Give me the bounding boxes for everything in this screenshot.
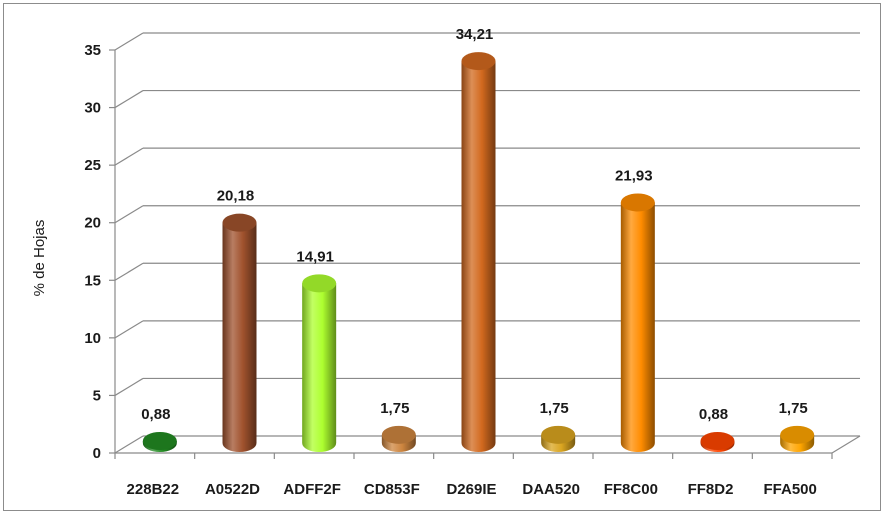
data-label: 20,18 xyxy=(217,188,255,205)
x-tick-label: 228B22 xyxy=(127,481,180,498)
y-tick-label: 35 xyxy=(84,42,101,59)
y-axis-title: % de Hojas xyxy=(31,220,48,297)
chart-frame xyxy=(3,3,881,511)
bar-top xyxy=(620,193,655,212)
x-tick-label: CD853F xyxy=(364,481,420,498)
gridline-diagonal xyxy=(114,377,144,396)
data-label: 34,21 xyxy=(456,26,494,43)
bar-body xyxy=(620,202,655,452)
bar-top xyxy=(302,274,337,293)
gridlines xyxy=(114,32,860,454)
y-tick-label: 10 xyxy=(84,330,101,347)
data-label: 14,91 xyxy=(296,248,334,265)
bar-top xyxy=(222,213,257,232)
data-label: 0,88 xyxy=(141,406,170,423)
gridline-diagonal xyxy=(114,320,144,339)
gridline-diagonal xyxy=(114,435,144,454)
bar xyxy=(302,274,337,452)
bar-top xyxy=(541,425,576,444)
x-tick-label: FF8D2 xyxy=(688,481,734,498)
x-tick-label: ADFF2F xyxy=(283,481,341,498)
bar-body xyxy=(461,61,496,453)
y-tick-label: 30 xyxy=(84,100,101,117)
bar-top xyxy=(780,425,815,444)
bar xyxy=(381,425,416,452)
x-tick-label: FFA500 xyxy=(763,481,816,498)
data-label: 21,93 xyxy=(615,167,653,184)
bar-top xyxy=(461,52,496,71)
gridline-diagonal xyxy=(114,147,144,166)
gridline-diagonal xyxy=(114,32,144,51)
labels: 0 5 10 15 20 25 30 35 0,88 228B22 20,18 A0522D 14,91… xyxy=(84,26,817,498)
x-tick-label: DAA520 xyxy=(522,481,580,498)
bar-body xyxy=(222,222,257,452)
bar xyxy=(700,432,735,452)
y-tick-label: 0 xyxy=(93,445,101,462)
bar-top xyxy=(381,425,416,444)
data-label: 0,88 xyxy=(699,406,728,423)
floor-edge xyxy=(831,435,861,454)
bar-body xyxy=(302,283,337,452)
bar-top xyxy=(142,432,177,450)
x-tick-label: A0522D xyxy=(205,481,260,498)
bars xyxy=(142,52,815,453)
x-tick-label: FF8C00 xyxy=(604,481,658,498)
y-tick-label: 15 xyxy=(84,272,101,289)
axes xyxy=(109,49,861,459)
gridline-diagonal xyxy=(114,262,144,281)
data-label: 1,75 xyxy=(779,400,808,417)
gridline-diagonal xyxy=(114,90,144,109)
data-label: 1,75 xyxy=(540,400,569,417)
y-tick-label: 5 xyxy=(93,387,101,404)
y-tick-label: 25 xyxy=(84,157,101,174)
x-tick-label: D269IE xyxy=(446,481,496,498)
bar xyxy=(620,193,655,452)
y-tick-label: 20 xyxy=(84,215,101,232)
bar xyxy=(222,213,257,452)
bar xyxy=(780,425,815,452)
bar-top xyxy=(700,432,735,450)
bar xyxy=(541,425,576,452)
gridline-diagonal xyxy=(114,205,144,224)
data-label: 1,75 xyxy=(380,400,409,417)
bar xyxy=(461,52,496,453)
bar xyxy=(142,432,177,452)
